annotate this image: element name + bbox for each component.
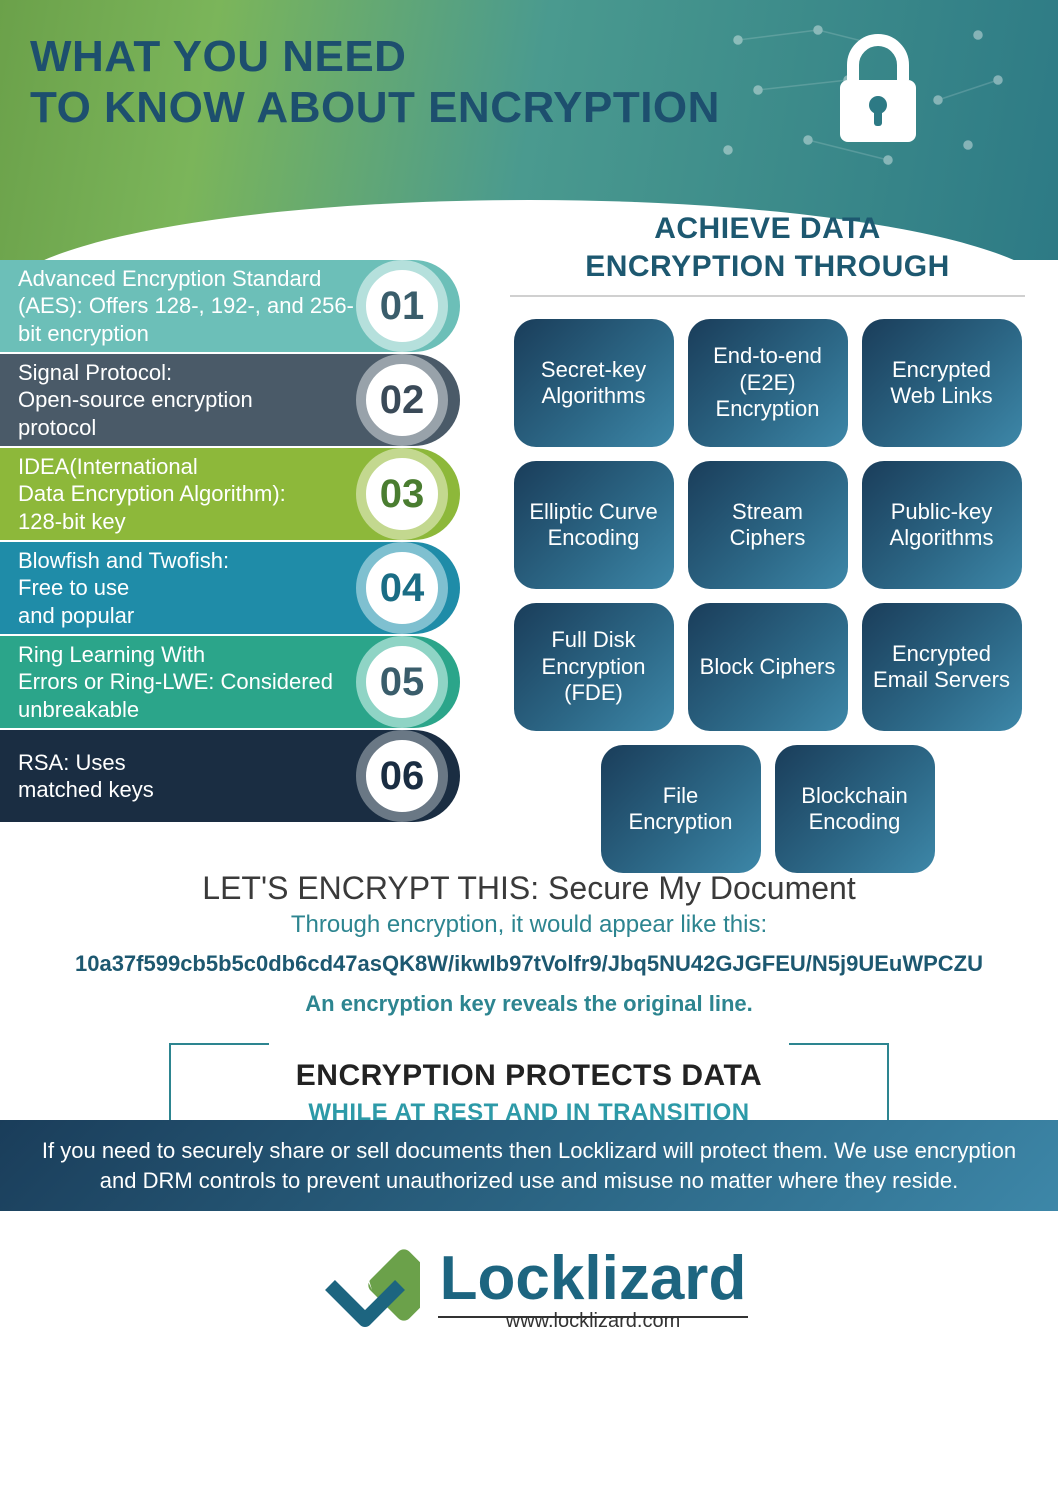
method-tile-3: Encrypted Web Links — [862, 319, 1022, 447]
logo-name: Locklizard — [440, 1243, 747, 1314]
method-tile-11: Blockchain Encoding — [775, 745, 935, 873]
methods-title-line-1: ACHIEVE DATA — [510, 210, 1025, 248]
method-tile-5: Stream Ciphers — [688, 461, 848, 589]
example-key-note: An encryption key reveals the original l… — [30, 991, 1028, 1017]
method-tile-2: End-to-end (E2E) Encryption — [688, 319, 848, 447]
algorithm-item-1: Advanced Encryption Standard (AES): Offe… — [0, 260, 460, 352]
algorithm-number-badge: 04 — [356, 542, 448, 634]
algorithm-number-badge: 01 — [356, 260, 448, 352]
lock-icon — [828, 30, 928, 155]
algorithm-number-badge: 05 — [356, 636, 448, 728]
example-subtitle: Through encryption, it would appear like… — [30, 911, 1028, 939]
logo-section: Locklizard www.locklizard.com — [0, 1230, 1058, 1345]
method-tile-7: Full Disk Encryption (FDE) — [514, 603, 674, 731]
locklizard-logo-icon — [310, 1230, 420, 1345]
example-section: LET'S ENCRYPT THIS: Secure My Document T… — [0, 870, 1058, 1145]
example-title: LET'S ENCRYPT THIS: Secure My Document — [30, 870, 1028, 907]
method-tile-8: Block Ciphers — [688, 603, 848, 731]
title-line-1: WHAT YOU NEED — [30, 32, 720, 83]
methods-title-line-2: ENCRYPTION THROUGH — [510, 248, 1025, 286]
method-tile-10: File Encryption — [601, 745, 761, 873]
bottom-banner: If you need to securely share or sell do… — [0, 1120, 1058, 1211]
logo-url: www.locklizard.com — [506, 1310, 680, 1333]
algorithm-number-badge: 02 — [356, 354, 448, 446]
algorithm-item-6: RSA: Uses matched keys06 — [0, 730, 460, 822]
page-title: WHAT YOU NEED TO KNOW ABOUT ENCRYPTION — [30, 32, 720, 133]
algorithm-number-badge: 03 — [356, 448, 448, 540]
title-line-2: TO KNOW ABOUT ENCRYPTION — [30, 83, 720, 134]
method-tile-9: Encrypted Email Servers — [862, 603, 1022, 731]
methods-panel: ACHIEVE DATA ENCRYPTION THROUGH Secret-k… — [490, 210, 1045, 873]
methods-title: ACHIEVE DATA ENCRYPTION THROUGH — [510, 210, 1025, 297]
method-tile-1: Secret-key Algorithms — [514, 319, 674, 447]
algorithm-item-2: Signal Protocol: Open-source encryption … — [0, 354, 460, 446]
algorithm-number-badge: 06 — [356, 730, 448, 822]
algorithm-item-4: Blowfish and Twofish: Free to use and po… — [0, 542, 460, 634]
algorithms-list: Advanced Encryption Standard (AES): Offe… — [0, 260, 460, 824]
algorithm-item-3: IDEA(International Data Encryption Algor… — [0, 448, 460, 540]
method-tile-4: Elliptic Curve Encoding — [514, 461, 674, 589]
method-tile-6: Public-key Algorithms — [862, 461, 1022, 589]
methods-grid: Secret-key AlgorithmsEnd-to-end (E2E) En… — [490, 319, 1045, 873]
algorithm-item-5: Ring Learning With Errors or Ring-LWE: C… — [0, 636, 460, 728]
example-ciphertext: 10a37f599cb5b5c0db6cd47asQK8W/ikwIb97tVo… — [30, 951, 1028, 977]
protect-main-text: ENCRYPTION PROTECTS DATA — [191, 1059, 867, 1093]
logo-text-stack: Locklizard www.locklizard.com — [438, 1243, 748, 1333]
